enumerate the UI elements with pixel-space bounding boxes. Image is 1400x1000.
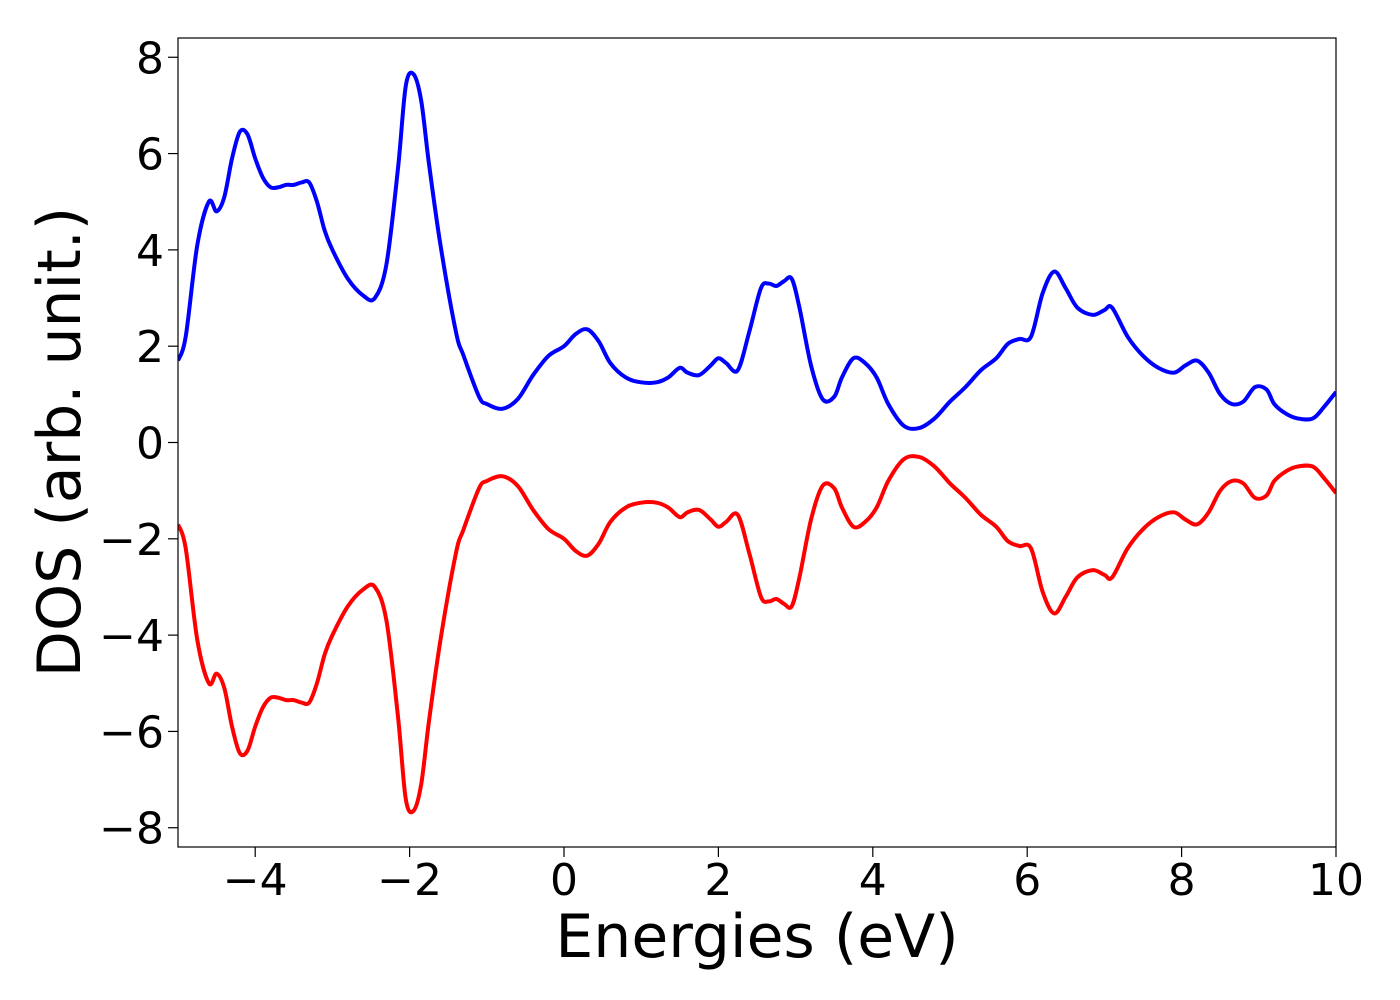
x-tick-label: 2 (704, 855, 732, 906)
x-tick-label: 0 (550, 855, 578, 906)
x-axis-label: Energies (eV) (555, 902, 958, 972)
y-tick-label: −8 (99, 804, 164, 855)
y-tick-label: 0 (136, 419, 164, 470)
x-tick-label: 4 (859, 855, 887, 906)
y-tick-label: −4 (99, 611, 164, 662)
y-tick-label: −6 (99, 707, 164, 758)
series-line-1 (178, 70, 1336, 431)
y-axis-label: DOS (arb. unit.) (25, 207, 95, 677)
y-tick-label: 4 (136, 226, 164, 277)
y-tick-label: 6 (136, 130, 164, 181)
y-tick-label: 8 (136, 33, 164, 84)
x-tick-label: 10 (1308, 855, 1364, 906)
x-tick-label: −2 (377, 855, 442, 906)
x-axis: −4 −2 0 2 4 6 8 10 (223, 847, 1364, 906)
x-tick-label: 6 (1013, 855, 1041, 906)
y-tick-label: −2 (99, 515, 164, 566)
plot-background (178, 38, 1336, 847)
series-line-2 (178, 454, 1336, 815)
y-axis: 8 6 4 2 0 −2 −4 −6 −8 (99, 33, 178, 855)
series-layer (178, 70, 1336, 815)
x-tick-label: −4 (223, 855, 288, 906)
x-tick-label: 8 (1168, 855, 1196, 906)
y-tick-label: 2 (136, 322, 164, 373)
